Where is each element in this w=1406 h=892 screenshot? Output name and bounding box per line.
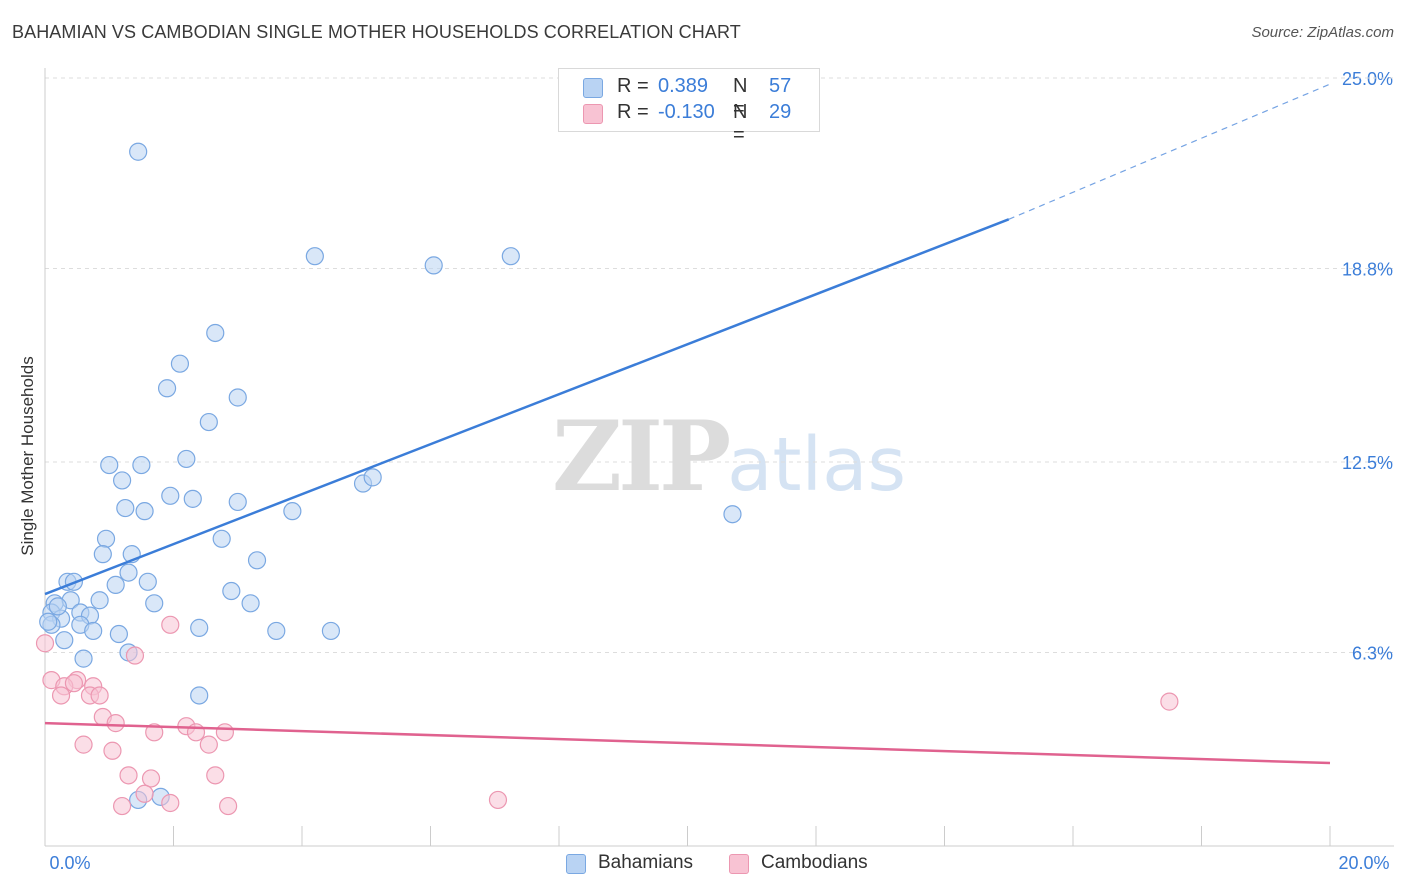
scatter-point-bahamians xyxy=(96,529,116,548)
scatter-point-bahamians xyxy=(100,455,119,475)
scatter-point-bahamians xyxy=(48,597,67,616)
scatter-point-bahamians xyxy=(267,621,286,641)
scatter-point-bahamians xyxy=(190,686,209,705)
bottom-legend-label: Bahamians xyxy=(598,852,694,873)
scatter-point-bahamians xyxy=(93,545,112,564)
scatter-point-bahamians xyxy=(363,468,382,487)
scatter-point-bahamians xyxy=(283,502,302,521)
scatter-point-bahamians xyxy=(116,498,135,518)
scatter-point-bahamians xyxy=(84,621,103,641)
scatter-point-bahamians xyxy=(112,471,132,490)
scatter-point-cambodians xyxy=(35,634,55,653)
scatter-point-bahamians xyxy=(39,612,58,631)
scatter-point-bahamians xyxy=(305,247,324,266)
scatter-point-cambodians xyxy=(219,796,238,816)
scatter-point-bahamians xyxy=(55,631,74,650)
scatter-point-bahamians xyxy=(138,572,157,591)
legend-r-label: R = xyxy=(617,101,649,123)
scatter-point-cambodians xyxy=(161,793,180,813)
scatter-point-cambodians xyxy=(103,741,122,760)
scatter-point-bahamians xyxy=(119,563,138,582)
scatter-point-bahamians xyxy=(90,591,109,610)
legend-n-value: 29 xyxy=(769,101,792,123)
scatter-point-bahamians xyxy=(321,621,341,641)
x-tick-label: 20.0% xyxy=(1338,853,1389,873)
scatter-point-bahamians xyxy=(132,455,151,475)
scatter-point-bahamians xyxy=(170,354,190,373)
legend-r-label: R = xyxy=(617,75,649,97)
legend-n-label: N = xyxy=(733,75,748,120)
trend-line-bahamians-extension xyxy=(1008,83,1331,220)
legend-swatch-bahamians xyxy=(583,78,603,98)
legend-n-label: N = xyxy=(733,101,748,146)
scatter-point-cambodians xyxy=(215,723,234,742)
y-axis-label: Single Mother Households xyxy=(18,356,37,556)
trend-line-bahamians xyxy=(44,218,1010,596)
scatter-point-bahamians xyxy=(206,323,225,343)
scatter-point-bahamians xyxy=(247,551,267,570)
chart-title: BAHAMIAN VS CAMBODIAN SINGLE MOTHER HOUS… xyxy=(12,22,741,42)
y-tick-label: 6.3% xyxy=(1352,643,1393,663)
scatter-point-bahamians xyxy=(241,594,260,613)
scatter-point-cambodians xyxy=(119,766,138,785)
scatter-point-bahamians xyxy=(183,489,202,508)
scatter-point-bahamians xyxy=(424,256,443,275)
scatter-point-cambodians xyxy=(145,723,164,742)
scatter-point-bahamians xyxy=(222,581,241,601)
scatter-point-cambodians xyxy=(161,615,180,634)
scatter-point-bahamians xyxy=(135,502,154,521)
legend-n-value: 57 xyxy=(769,75,792,97)
bottom-legend-swatch-cambodians xyxy=(729,854,749,874)
scatter-point-cambodians xyxy=(488,790,508,810)
bottom-legend-label: Cambodians xyxy=(761,852,868,873)
scatter-point-cambodians xyxy=(90,686,109,705)
scatter-point-bahamians xyxy=(74,649,93,668)
trend-line-cambodians xyxy=(44,721,1331,765)
scatter-point-cambodians xyxy=(1160,692,1179,711)
stats-legend: R = 0.389 N = 57 R = -0.130 N = 29 xyxy=(558,68,820,146)
scatter-point-cambodians xyxy=(112,796,132,816)
scatter-point-bahamians xyxy=(109,624,128,644)
scatter-point-bahamians xyxy=(228,492,247,512)
scatter-point-bahamians xyxy=(723,505,742,524)
legend-swatch-cambodians xyxy=(583,104,603,124)
scatter-point-bahamians xyxy=(212,529,231,548)
bottom-legend-swatch-bahamians xyxy=(566,854,586,874)
scatter-point-bahamians xyxy=(129,142,148,161)
scatter-point-bahamians xyxy=(161,486,180,505)
scatter-point-bahamians xyxy=(190,618,209,637)
legend-r-value: -0.130 xyxy=(658,101,715,123)
scatter-point-bahamians xyxy=(501,247,520,266)
scatter-point-cambodians xyxy=(206,766,225,785)
scatter-point-bahamians xyxy=(145,594,164,613)
scatter-point-cambodians xyxy=(106,714,125,733)
scatter-point-bahamians xyxy=(106,575,125,594)
source-label: Source: ZipAtlas.com xyxy=(1251,24,1394,41)
scatter-point-cambodians xyxy=(74,735,93,754)
x-tick-label: 0.0% xyxy=(49,853,90,873)
scatter-point-cambodians xyxy=(64,674,84,693)
legend-r-value: 0.389 xyxy=(658,75,709,97)
scatter-point-bahamians xyxy=(157,379,177,398)
scatter-point-bahamians xyxy=(177,449,196,469)
scatter-point-cambodians xyxy=(141,769,161,788)
scatter-point-cambodians xyxy=(135,784,154,803)
y-tick-label: 18.8% xyxy=(1342,259,1393,279)
scatter-point-cambodians xyxy=(125,646,145,665)
scatter-point-cambodians xyxy=(199,735,218,754)
y-tick-label: 12.5% xyxy=(1342,453,1393,473)
scatter-point-bahamians xyxy=(228,388,247,407)
scatter-point-bahamians xyxy=(199,412,218,432)
scatter-point-cambodians xyxy=(51,686,71,705)
y-tick-label: 25.0% xyxy=(1342,69,1393,89)
